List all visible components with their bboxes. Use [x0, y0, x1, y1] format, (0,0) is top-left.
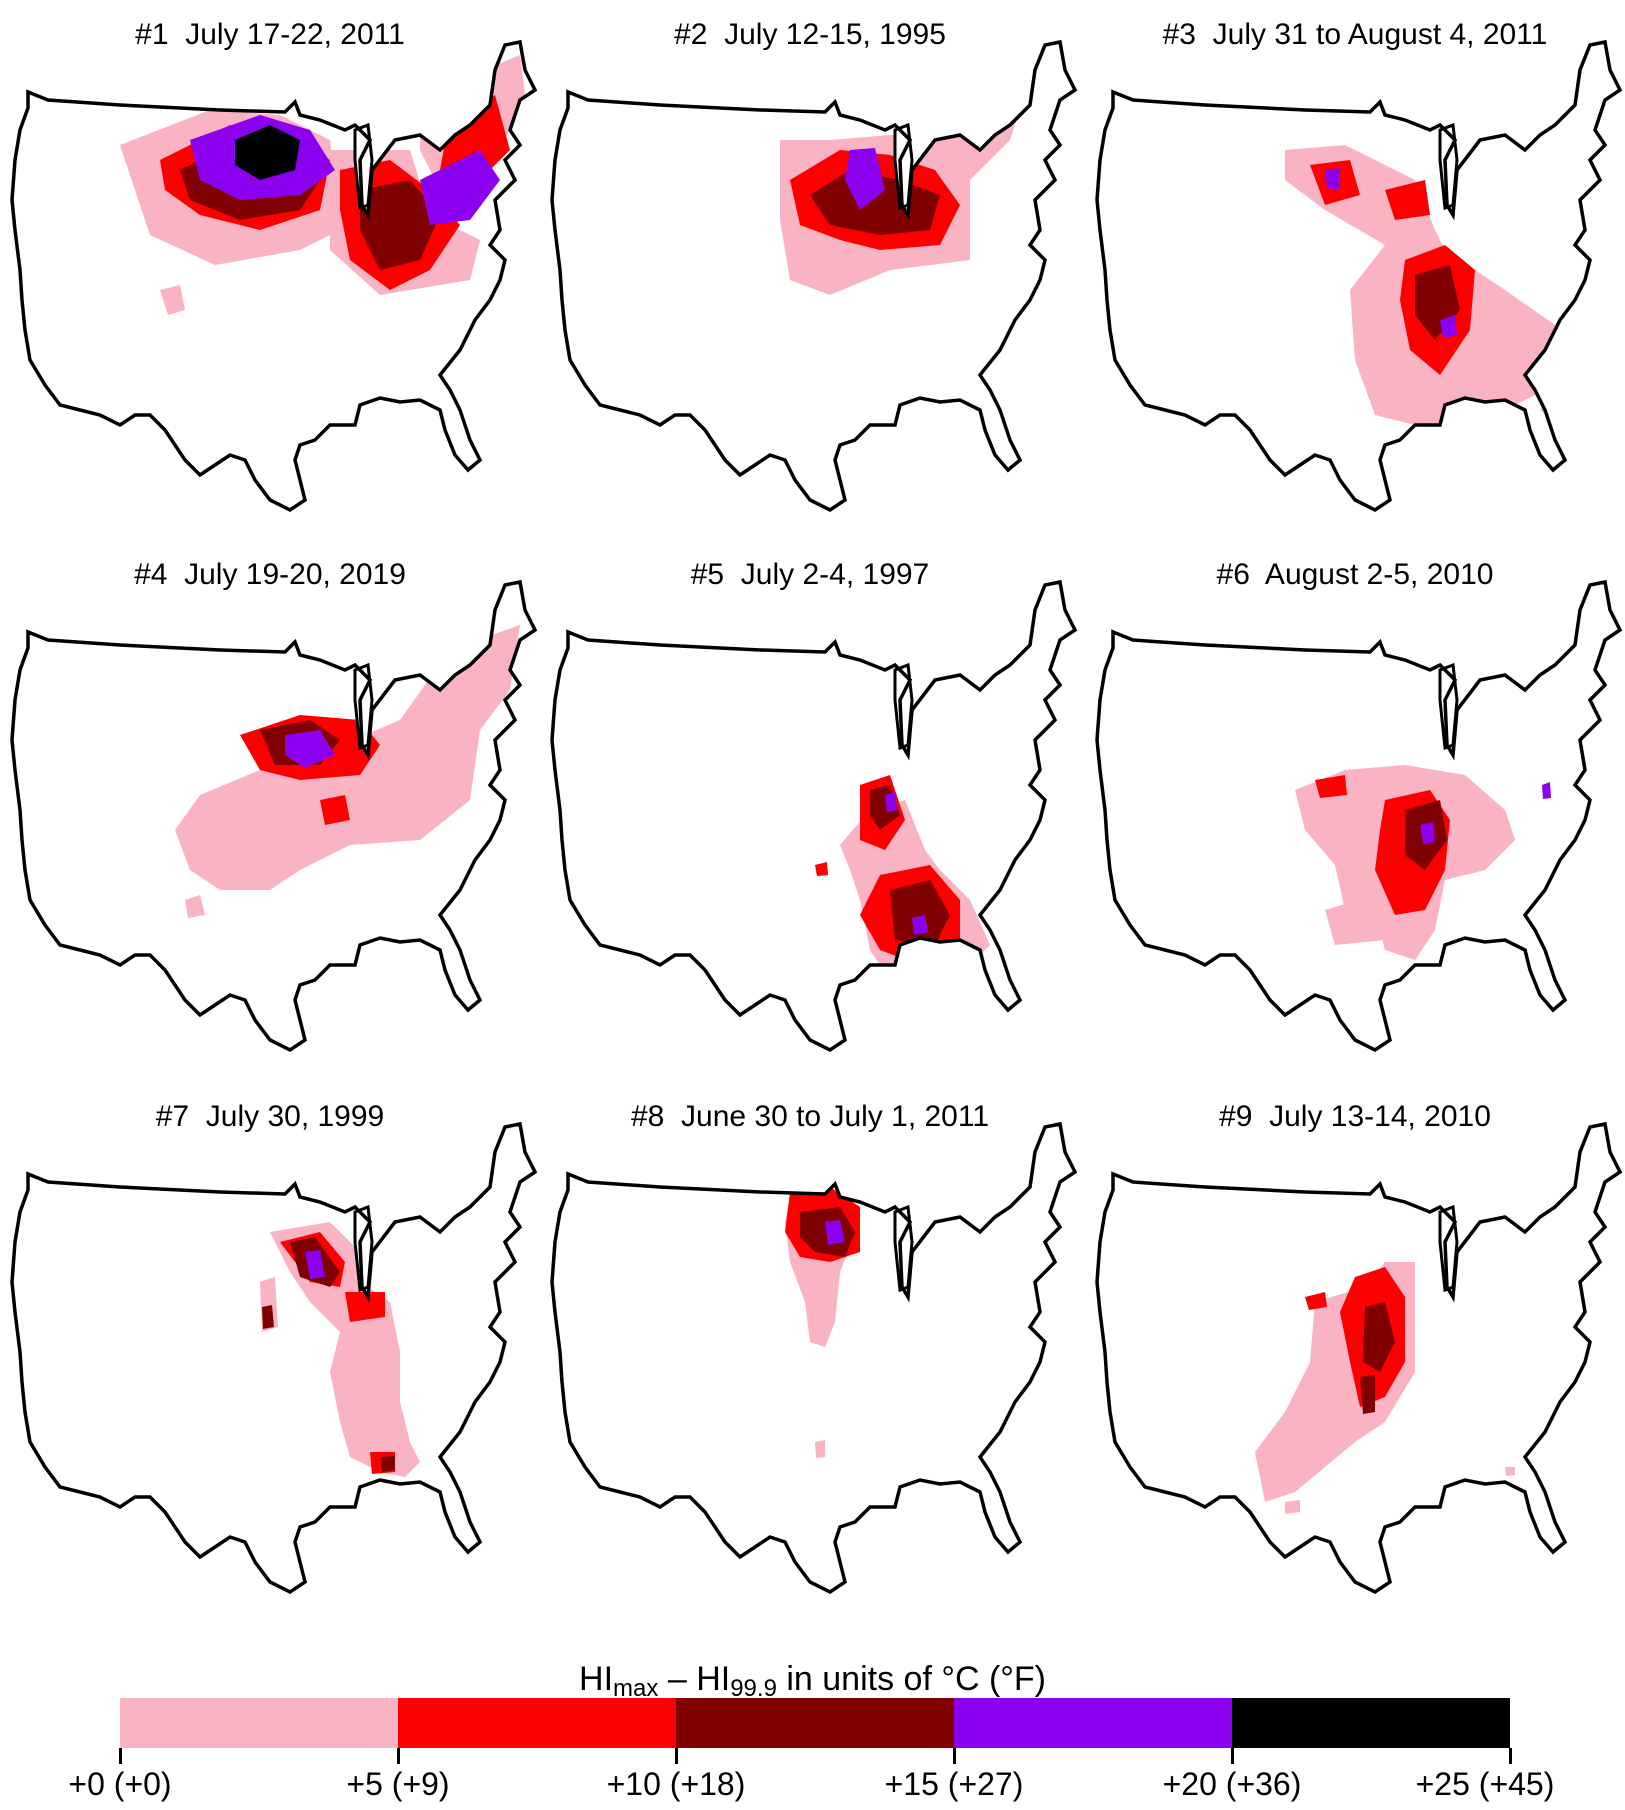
heat-region-level-3 [1420, 822, 1435, 844]
map-panel-6: #6 August 2-5, 2010 [1085, 540, 1625, 1080]
tick-label: +5 (+9) [346, 1766, 450, 1802]
heat-region-level-2 [1363, 1302, 1395, 1372]
heat-region-level-3 [885, 792, 897, 812]
colorbar-segment-20-25 [1232, 1698, 1510, 1748]
heat-region-level-0 [1285, 1500, 1300, 1514]
panel-title: #2 July 12-15, 1995 [674, 18, 946, 51]
us-outline [550, 579, 1078, 1053]
heat-region-level-1 [1305, 1292, 1327, 1310]
heat-region-level-4 [235, 125, 300, 180]
heat-region-level-3 [845, 148, 885, 210]
panel-title: #4 July 19-20, 2019 [134, 558, 406, 591]
us-outline [1095, 39, 1623, 513]
heat-region-level-2 [890, 880, 950, 945]
us-outline [550, 1121, 1078, 1595]
tick-label: +15 (+27) [884, 1766, 1024, 1802]
panel-title: #1 July 17-22, 2011 [135, 18, 405, 51]
us-map [1095, 39, 1623, 513]
heat-region-level-0 [1505, 1467, 1515, 1476]
us-map [10, 39, 538, 513]
heat-region-level-3 [1542, 782, 1551, 799]
colorbar [120, 1698, 1510, 1748]
us-outline [10, 39, 538, 513]
heat-region-level-1 [1315, 775, 1347, 798]
colorbar-segment-0-5 [120, 1698, 398, 1748]
heat-region-level-3 [305, 1250, 325, 1279]
map-panel-1: #1 July 17-22, 2011 [0, 0, 540, 540]
legend-title-units: in units of °C (°F) [776, 1660, 1046, 1698]
panel-title: #3 July 31 to August 4, 2011 [1162, 18, 1548, 51]
us-outline [1095, 1121, 1623, 1595]
heat-region-level-2 [262, 1305, 274, 1329]
tick-mark [1231, 1748, 1234, 1764]
tick-mark [1509, 1748, 1512, 1764]
us-map [550, 39, 1078, 513]
map-panel-5: #5 July 2-4, 1997 [540, 540, 1080, 1080]
panel-title: #5 July 2-4, 1997 [690, 558, 930, 591]
heat-region-level-3 [1325, 168, 1340, 190]
us-outline [550, 39, 1078, 513]
heat-region-level-2 [380, 1456, 395, 1472]
panel-title: #6 August 2-5, 2010 [1216, 558, 1494, 591]
tick-mark [675, 1748, 678, 1764]
legend-title-sub-max: max [613, 1675, 659, 1702]
legend-title-mid: – HI [658, 1660, 731, 1698]
tick-label: +25 (+45) [1415, 1766, 1555, 1802]
colorbar-segment-5-10 [398, 1698, 676, 1748]
us-outline [10, 579, 538, 1053]
map-panel-9: #9 July 13-14, 2010 [1085, 1082, 1625, 1622]
legend-title-sub-999: 99.9 [730, 1675, 777, 1702]
heat-region-level-0 [160, 285, 185, 315]
map-panel-8: #8 June 30 to July 1, 2011 [540, 1082, 1080, 1622]
heat-region-level-3 [285, 730, 335, 768]
map-panel-3: #3 July 31 to August 4, 2011 [1085, 0, 1625, 540]
heat-region-level-2 [360, 180, 440, 270]
heat-region-level-0 [815, 1440, 825, 1458]
heat-region-level-3 [825, 1220, 845, 1245]
heat-region-level-0 [1325, 895, 1385, 945]
panel-title: #8 June 30 to July 1, 2011 [630, 1100, 990, 1133]
us-map [10, 1121, 538, 1595]
colorbar-segment-10-15 [676, 1698, 954, 1748]
legend-title: HImax – HI99.9 in units of °C (°F) [0, 1660, 1625, 1703]
us-map [1095, 579, 1623, 1053]
tick-label: +20 (+36) [1162, 1766, 1302, 1802]
heat-region-level-0 [185, 895, 205, 918]
tick-label: +10 (+18) [606, 1766, 746, 1802]
heat-region-level-3 [420, 150, 500, 225]
map-panel-7: #7 July 30, 1999 [0, 1082, 540, 1622]
tick-mark [119, 1748, 122, 1764]
heat-region-level-3 [912, 915, 928, 935]
heat-region-level-1 [345, 1292, 385, 1322]
panel-title: #9 July 13-14, 2010 [1219, 1100, 1491, 1133]
tick-mark [953, 1748, 956, 1764]
heat-region-level-3 [1440, 315, 1457, 338]
colorbar-segment-15-20 [954, 1698, 1232, 1748]
heat-region-level-1 [815, 862, 828, 876]
heat-region-level-1 [1385, 180, 1430, 220]
us-map [1095, 1121, 1623, 1595]
heat-region-level-1 [320, 795, 350, 825]
tick-label: +0 (+0) [68, 1766, 172, 1802]
panel-title: #7 July 30, 1999 [155, 1100, 385, 1133]
heat-region-level-2 [1360, 1375, 1375, 1414]
legend-title-hi: HI [579, 1660, 614, 1698]
map-panel-4: #4 July 19-20, 2019 [0, 540, 540, 1080]
heat-region-level-0 [270, 1222, 420, 1477]
tick-mark [397, 1748, 400, 1764]
us-map [10, 579, 538, 1053]
us-outline [10, 1121, 538, 1595]
legend: HImax – HI99.9 in units of °C (°F) +0 (+… [0, 1630, 1625, 1810]
map-panel-2: #2 July 12-15, 1995 [540, 0, 1080, 540]
us-outline [1095, 579, 1623, 1053]
us-map [550, 1121, 1078, 1595]
us-map [550, 579, 1078, 1053]
